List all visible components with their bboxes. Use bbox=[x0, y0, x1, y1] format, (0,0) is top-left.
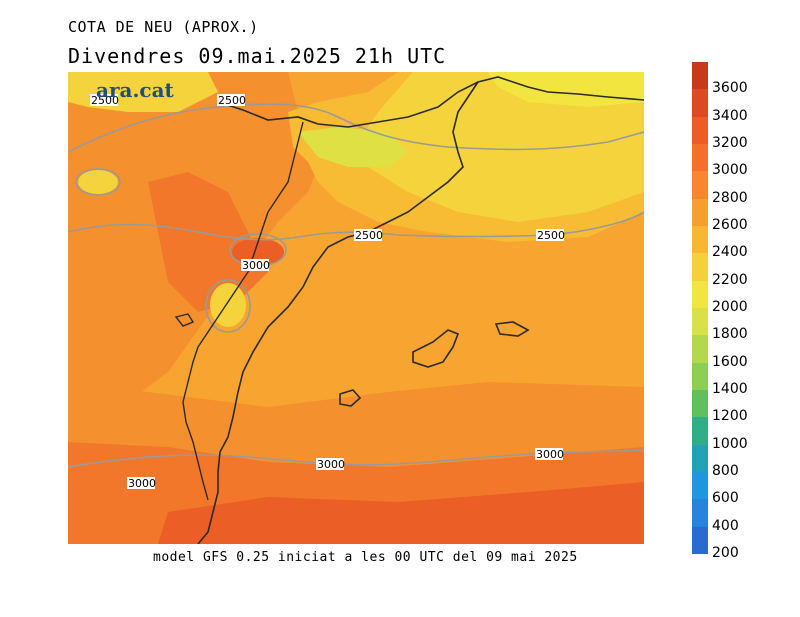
colorbar-segment bbox=[692, 335, 708, 363]
colorbar-tick-label: 1400 bbox=[712, 381, 748, 397]
colorbar-segment bbox=[692, 171, 708, 199]
colorbar-tick-label: 2400 bbox=[712, 244, 748, 261]
contour-2500-iberian bbox=[205, 279, 251, 333]
colorbar-tick-label: 3600 bbox=[712, 80, 748, 97]
contour-label-2500-east: 2500 bbox=[536, 229, 565, 242]
colorbar-tick-label: 1800 bbox=[712, 326, 748, 343]
contour-label-2500-nw: 2500 bbox=[90, 94, 119, 107]
colorbar-tick-label: 3400 bbox=[712, 107, 748, 124]
colorbar-segment bbox=[692, 143, 708, 172]
colorbar-tick-label: 2600 bbox=[712, 217, 748, 233]
map-date-subtitle: Divendres 09.mai.2025 21h UTC bbox=[68, 44, 447, 68]
map-canvas: 2500 2500 2500 2500 3000 3000 3000 3000 bbox=[68, 72, 644, 544]
colorbar-segment bbox=[692, 471, 708, 500]
colorbar-segment bbox=[692, 253, 708, 281]
colorbar-tick-label: 1600 bbox=[712, 353, 748, 370]
colorbar-segment bbox=[692, 499, 708, 527]
svg-text:3000: 3000 bbox=[128, 477, 156, 490]
colorbar-tick-label: 800 bbox=[712, 463, 739, 479]
svg-text:3000: 3000 bbox=[536, 448, 564, 461]
svg-text:2500: 2500 bbox=[91, 94, 119, 107]
colorbar-tick-label: 400 bbox=[712, 517, 739, 534]
colorbar-tick-label: 2200 bbox=[712, 271, 748, 288]
colorbar-segment bbox=[692, 362, 708, 390]
colorbar-tick-label: 1000 bbox=[712, 435, 748, 452]
contour-label-2500-north: 2500 bbox=[217, 94, 246, 107]
zone-2200-isolated bbox=[78, 170, 118, 194]
snow-level-map: 2500 2500 2500 2500 3000 3000 3000 3000 bbox=[68, 72, 644, 544]
svg-text:3000: 3000 bbox=[242, 259, 270, 272]
island-menorca bbox=[494, 321, 530, 337]
colorbar-tick-label: 200 bbox=[712, 545, 739, 561]
colorbar-segment bbox=[692, 225, 708, 254]
contour-label-3000-southwest: 3000 bbox=[127, 477, 156, 490]
contour-label-3000-west: 3000 bbox=[241, 259, 270, 272]
enclave-outline bbox=[174, 313, 195, 327]
colorbar-segment bbox=[692, 116, 708, 144]
colorbar-segment bbox=[692, 89, 708, 117]
contour-label-2500-central: 2500 bbox=[354, 229, 383, 242]
map-title: COTA DE NEU (APROX.) bbox=[68, 18, 259, 36]
colorbar-segment bbox=[692, 198, 708, 226]
colorbar-tick-label: 2800 bbox=[712, 189, 748, 206]
colorbar-segment bbox=[692, 444, 708, 472]
zone-2000-pyrenees bbox=[298, 127, 408, 167]
colorbar-segment bbox=[692, 280, 708, 308]
contour-label-3000-east: 3000 bbox=[535, 448, 564, 461]
colorbar-segment bbox=[692, 526, 708, 554]
colorbar-segment bbox=[692, 417, 708, 445]
colorbar-segment bbox=[692, 389, 708, 418]
zone-3000-west bbox=[148, 172, 268, 312]
svg-text:2500: 2500 bbox=[218, 94, 246, 107]
model-info-footer: model GFS 0.25 iniciat a les 00 UTC del … bbox=[153, 550, 578, 565]
zone-3200-south bbox=[158, 482, 644, 544]
ara-cat-logo: ara.cat bbox=[96, 78, 174, 102]
svg-text:3000: 3000 bbox=[317, 458, 345, 471]
zone-2000-north bbox=[488, 72, 644, 107]
colorbar-segment bbox=[692, 62, 708, 90]
contour-2500-north bbox=[68, 103, 644, 153]
colorbar-tick-label: 3000 bbox=[712, 162, 748, 179]
colorbar-segment bbox=[692, 307, 708, 336]
contour-2500-isolated bbox=[75, 168, 121, 196]
colorbar-tick-label: 1200 bbox=[712, 408, 748, 425]
border-catalonia-aragon bbox=[182, 121, 304, 501]
colorbar-tick-label: 600 bbox=[712, 490, 739, 507]
border-france-spain bbox=[217, 76, 644, 128]
colorbar-legend bbox=[692, 62, 708, 554]
svg-text:2500: 2500 bbox=[355, 229, 383, 242]
colorbar-tick-label: 3200 bbox=[712, 135, 748, 151]
colorbar-tick-label: 2000 bbox=[712, 299, 748, 315]
coastline-catalonia bbox=[197, 81, 479, 544]
island-mallorca bbox=[412, 329, 460, 368]
contour-label-3000-south: 3000 bbox=[316, 458, 345, 471]
svg-text:2500: 2500 bbox=[537, 229, 565, 242]
island-ibiza bbox=[339, 389, 362, 407]
